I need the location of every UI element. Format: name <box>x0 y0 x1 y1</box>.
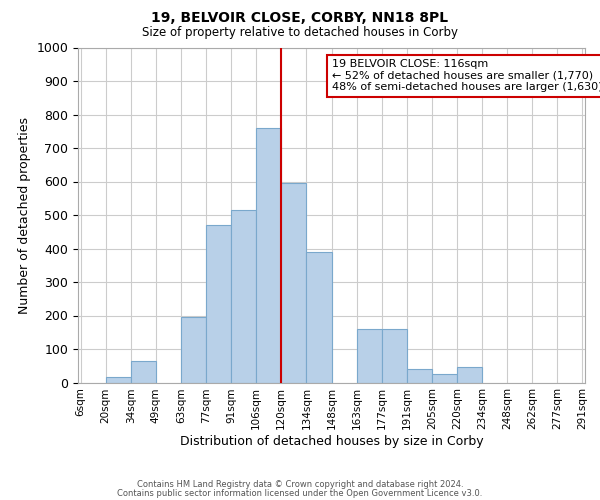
Bar <box>407 369 432 382</box>
Text: 19, BELVOIR CLOSE, CORBY, NN18 8PL: 19, BELVOIR CLOSE, CORBY, NN18 8PL <box>151 11 449 25</box>
Bar <box>382 329 407 382</box>
Bar <box>281 183 307 382</box>
Text: Contains HM Land Registry data © Crown copyright and database right 2024.: Contains HM Land Registry data © Crown c… <box>137 480 463 489</box>
Bar <box>181 317 206 382</box>
Y-axis label: Number of detached properties: Number of detached properties <box>18 116 31 314</box>
Bar <box>131 360 156 382</box>
Bar <box>307 252 331 382</box>
Bar <box>231 210 256 382</box>
Bar <box>432 374 457 382</box>
Bar <box>106 378 131 382</box>
Bar <box>356 329 382 382</box>
Text: 19 BELVOIR CLOSE: 116sqm
← 52% of detached houses are smaller (1,770)
48% of sem: 19 BELVOIR CLOSE: 116sqm ← 52% of detach… <box>331 59 600 92</box>
X-axis label: Distribution of detached houses by size in Corby: Distribution of detached houses by size … <box>179 435 484 448</box>
Text: Size of property relative to detached houses in Corby: Size of property relative to detached ho… <box>142 26 458 39</box>
Bar <box>206 225 231 382</box>
Bar <box>256 128 281 382</box>
Bar <box>457 368 482 382</box>
Text: Contains public sector information licensed under the Open Government Licence v3: Contains public sector information licen… <box>118 488 482 498</box>
